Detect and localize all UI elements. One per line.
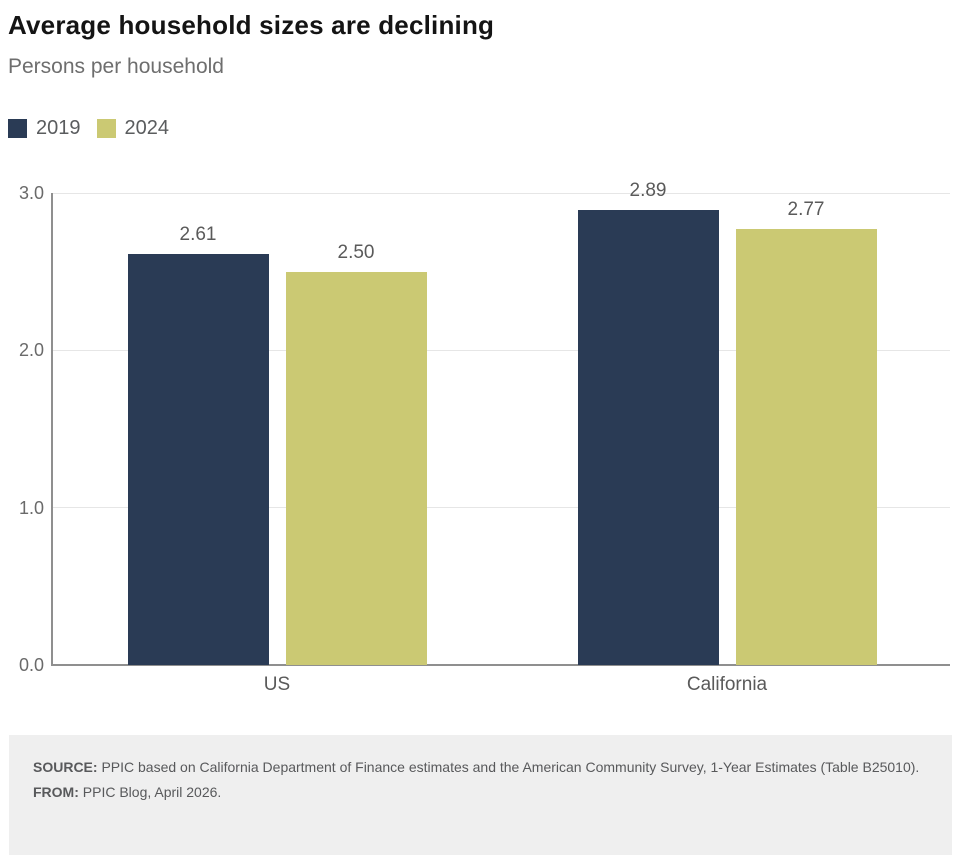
plot-area: 0.0 1.0 2.0 3.0 2.61 2.50 US 2.89 2.77 California — [18, 180, 950, 695]
gridline — [52, 192, 950, 194]
x-axis-line — [51, 664, 950, 666]
legend-swatch-2019 — [8, 119, 27, 138]
legend-label: 2019 — [36, 117, 81, 139]
from-line: FROM: PPIC Blog, April 2026. — [33, 780, 928, 805]
gridline — [52, 349, 950, 351]
y-axis-tick-label: 3.0 — [18, 183, 44, 203]
legend-item-2019: 2019 — [8, 117, 81, 140]
bar-us-2024 — [285, 271, 427, 665]
source-line: SOURCE: PPIC based on California Departm… — [33, 755, 928, 780]
bar-california-2024 — [735, 229, 877, 665]
from-label: FROM: — [33, 784, 79, 800]
chart-title: Average household sizes are declining — [8, 10, 495, 40]
bar-value-label: 2.89 — [629, 180, 667, 202]
bar-california-2019 — [577, 210, 719, 665]
bar-us-2019 — [127, 254, 269, 665]
y-axis-line — [51, 193, 53, 665]
legend-swatch-2024 — [96, 119, 116, 138]
from-text: PPIC Blog, April 2026. — [78, 784, 222, 800]
gridline — [52, 507, 950, 509]
source-footer: SOURCE: PPIC based on California Departm… — [9, 735, 952, 855]
x-axis-category-label: California — [686, 674, 768, 695]
bar-value-label: 2.61 — [179, 224, 217, 246]
y-axis-tick-label: 2.0 — [18, 340, 44, 361]
source-label: SOURCE: — [33, 759, 98, 775]
chart-subtitle: Persons per household — [8, 55, 224, 78]
legend-label: 2024 — [124, 117, 170, 139]
y-axis-tick-label: 1.0 — [18, 497, 44, 518]
bar-value-label: 2.50 — [337, 241, 375, 263]
legend: 2019 2024 — [8, 117, 169, 140]
legend-item-2024: 2024 — [96, 117, 170, 140]
y-axis-tick-label: 0.0 — [18, 655, 44, 675]
source-text: PPIC based on California Department of F… — [97, 759, 920, 775]
bar-value-label: 2.77 — [787, 199, 825, 221]
x-axis-category-label: US — [263, 674, 291, 695]
